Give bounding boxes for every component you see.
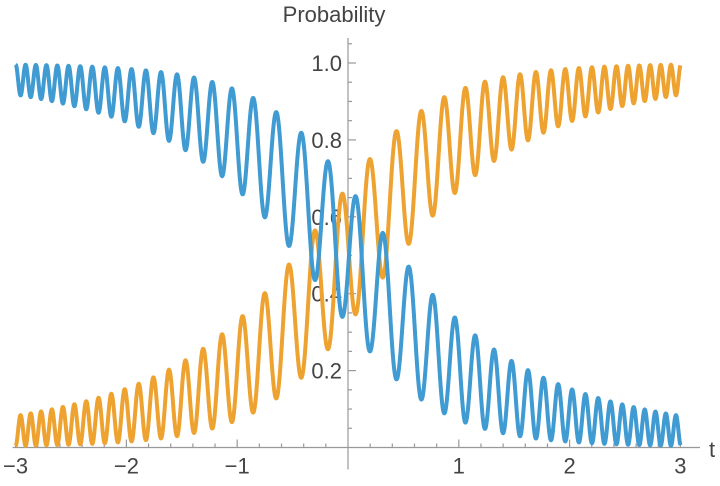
y-tick-label: 1.0 — [311, 51, 342, 76]
x-axis-label: t — [709, 437, 715, 462]
x-tick-label: 3 — [674, 454, 686, 479]
series-group — [13, 62, 683, 448]
x-tick-label: 2 — [563, 454, 575, 479]
y-tick-label: 0.2 — [311, 359, 342, 384]
y-tick-label: 0.8 — [311, 128, 342, 153]
x-tick-label: −3 — [3, 454, 28, 479]
x-tick-label: 1 — [453, 454, 465, 479]
chart-title: Probability — [283, 2, 386, 27]
x-tick-label: −1 — [225, 454, 250, 479]
series-p2-line — [13, 62, 683, 448]
x-tick-label: −2 — [114, 454, 139, 479]
series-p1-line — [13, 62, 683, 448]
